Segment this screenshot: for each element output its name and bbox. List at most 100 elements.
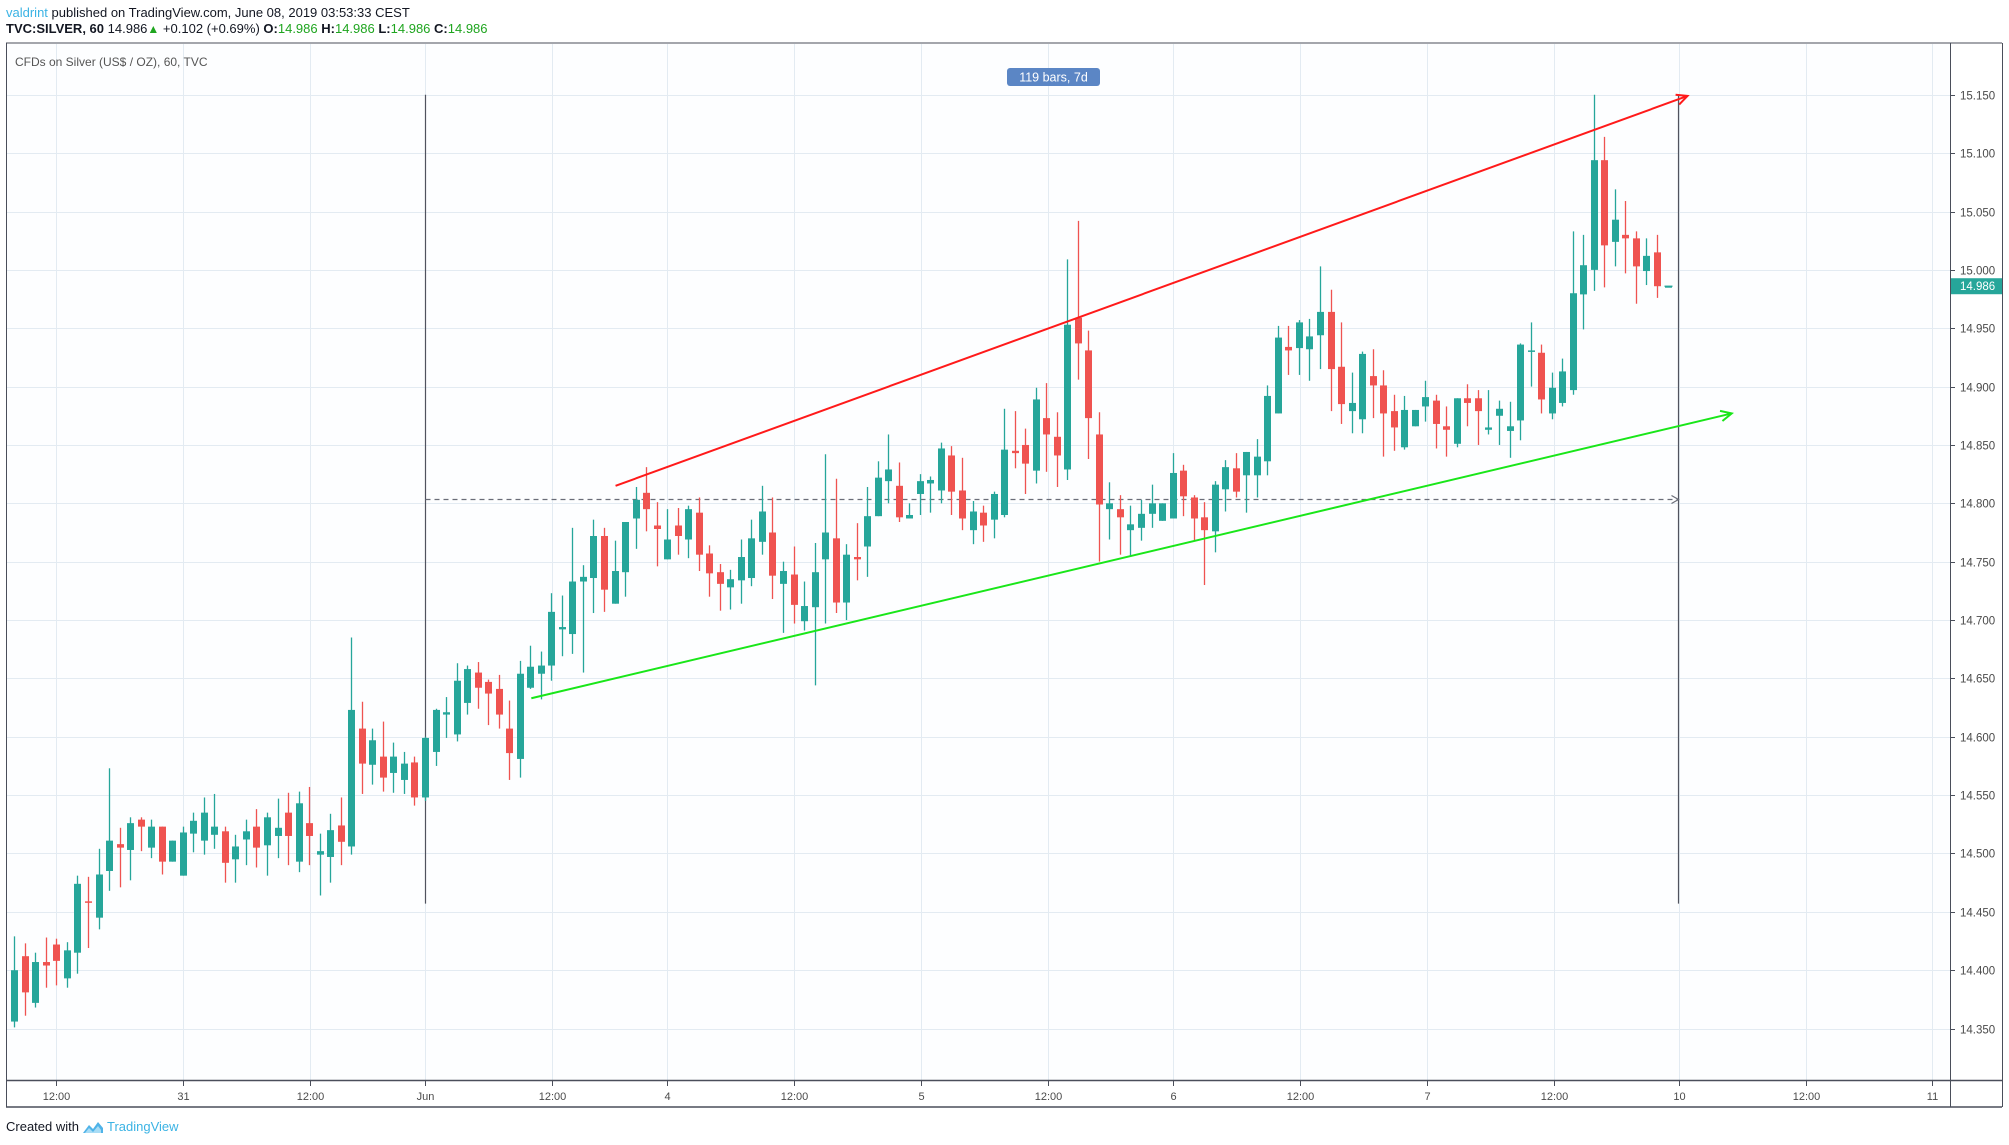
price-tick-label: 14.750: [1960, 558, 1995, 570]
candle-down: [675, 507, 682, 555]
candle-body: [464, 669, 471, 703]
candle-body: [506, 728, 513, 754]
time-tick-label: 12:00: [781, 1091, 809, 1103]
candle-body: [791, 574, 798, 605]
author-link[interactable]: valdrint: [6, 5, 48, 20]
time-tick-label: 6: [1170, 1091, 1176, 1103]
candle-down: [1117, 495, 1124, 555]
candle-down: [1012, 411, 1019, 469]
candle-body: [1359, 353, 1366, 420]
candle-up: [548, 593, 555, 681]
created-with-text: Created with: [6, 1119, 79, 1134]
candle-up: [1064, 259, 1071, 480]
candle-down: [1338, 322, 1345, 424]
plot-area[interactable]: [6, 43, 1950, 1080]
support-trend-line[interactable]: [531, 412, 1732, 700]
candle-body: [148, 826, 155, 848]
time-tick-label: 12:00: [1793, 1091, 1821, 1103]
candle-body: [359, 728, 366, 764]
price-tick-label: 15.150: [1960, 91, 1995, 103]
candle-body: [1222, 467, 1229, 490]
candle-body: [454, 680, 461, 735]
candle-body: [1454, 398, 1461, 444]
price-change: +0.102 (+0.69%): [162, 21, 260, 36]
candle-body: [727, 579, 734, 588]
candle-down: [1538, 344, 1545, 414]
time-tick-label: 12:00: [43, 1091, 71, 1103]
candle-up: [1496, 400, 1503, 445]
candle-body: [496, 688, 503, 715]
candle-down: [306, 786, 313, 866]
candle-up: [1412, 409, 1419, 427]
current-price-label: 14.986: [1960, 281, 1995, 293]
candle-body: [1538, 352, 1545, 400]
candle-up: [464, 665, 471, 715]
candle-body: [801, 606, 808, 622]
candle-up: [454, 663, 461, 742]
candle-down: [769, 497, 776, 600]
candles: [11, 94, 1673, 1028]
price-tick-label: 14.350: [1960, 1025, 1995, 1037]
candle-up: [1149, 484, 1156, 528]
last-price: 14.986: [107, 21, 148, 36]
candle-body: [1127, 524, 1134, 531]
price-tick-label: 14.600: [1960, 733, 1995, 745]
high-value: 14.986: [334, 21, 375, 36]
candle-body: [127, 823, 134, 850]
time-axis[interactable]: 12:00 31 12:00 Jun 12:00 4 12:00 5 12:00 6 12:00 7 1…: [43, 1081, 1938, 1103]
candle-down: [380, 721, 387, 792]
candle-body: [991, 493, 998, 520]
candle-body: [222, 831, 229, 863]
candle-body: [169, 840, 176, 862]
candle-body: [96, 874, 103, 918]
candle-body: [43, 962, 50, 966]
candle-down: [980, 505, 987, 542]
candle-body: [1022, 444, 1029, 464]
candle-body: [1254, 456, 1261, 476]
candle-up: [169, 840, 176, 862]
candle-up: [148, 819, 155, 859]
candle-body: [1401, 409, 1408, 448]
candle-up: [11, 936, 18, 1028]
candle-body: [1075, 317, 1082, 344]
candle-up: [906, 503, 913, 519]
candle-up: [1001, 408, 1008, 518]
price-axis[interactable]: 15.150 15.100 15.050 15.000 14.950 14.900 14.8…: [1950, 91, 1995, 1037]
time-tick-label: 12:00: [539, 1091, 567, 1103]
candle-body: [1443, 426, 1450, 430]
candle-up: [127, 817, 134, 881]
candle-down: [506, 700, 513, 780]
candle-down: [411, 756, 418, 806]
candle-body: [854, 557, 861, 560]
candle-body: [253, 826, 260, 848]
resistance-trend-line[interactable]: [615, 95, 1688, 487]
candle-body: [538, 665, 545, 674]
candle-up: [422, 736, 429, 801]
candle-down: [222, 826, 229, 883]
publish-info: valdrint published on TradingView.com, J…: [6, 5, 410, 20]
candle-up: [32, 952, 39, 1008]
candle-up: [1643, 238, 1650, 286]
candle-body: [1370, 376, 1377, 386]
candle-up: [264, 812, 271, 876]
close-label: C:: [434, 21, 448, 36]
tradingview-link[interactable]: TradingView: [106, 1119, 179, 1134]
candle-up: [1549, 372, 1556, 420]
symbol-name: TVC:SILVER, 60: [6, 21, 105, 36]
candle-body: [1306, 336, 1313, 350]
candle-body: [769, 532, 776, 576]
candle-body: [696, 512, 703, 555]
time-tick-label: 10: [1673, 1091, 1685, 1103]
candle-body: [433, 709, 440, 752]
candle-up: [1591, 94, 1598, 291]
candle-down: [896, 462, 903, 522]
candle-up: [938, 442, 945, 504]
candle-body: [706, 553, 713, 574]
candle-body: [1275, 337, 1282, 414]
candle-body: [527, 666, 534, 688]
candle-body: [1580, 265, 1587, 295]
time-tick-label: 7: [1424, 1091, 1430, 1103]
candle-up: [1454, 398, 1461, 448]
candle-up: [1222, 460, 1229, 512]
